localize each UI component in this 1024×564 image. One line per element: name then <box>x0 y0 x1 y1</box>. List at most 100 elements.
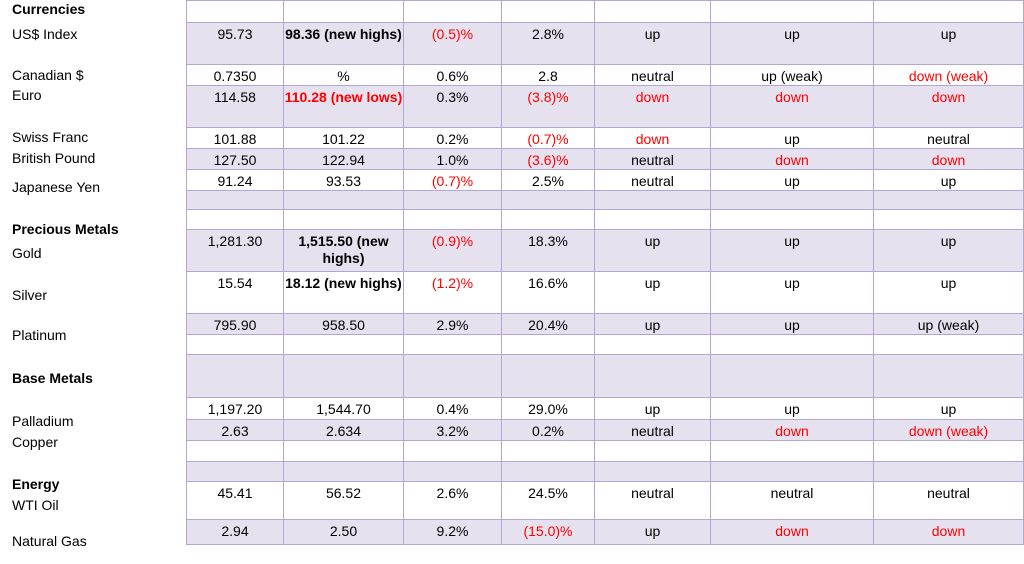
cell-value: % <box>337 68 350 84</box>
cell-value: 20.4% <box>528 317 568 333</box>
table-cell: 122.94 <box>283 148 404 170</box>
table-row: 91.24 93.53 (0.7)% 2.5% neutral up up <box>186 169 1024 191</box>
cell-value: up <box>940 233 957 249</box>
table-cell: up <box>594 397 711 420</box>
cell-value: 0.4% <box>436 401 469 417</box>
cell-value: 2.5% <box>532 173 564 189</box>
table-cell <box>710 461 874 482</box>
cell-value <box>596 356 710 359</box>
cell-value <box>285 211 403 214</box>
table-cell: down <box>873 85 1024 128</box>
table-row <box>186 0 1024 23</box>
table-cell: down (weak) <box>873 64 1024 86</box>
cell-value: 2.50 <box>329 523 358 539</box>
cell-value: up <box>644 275 661 291</box>
table-cell: up (weak) <box>710 64 874 86</box>
cell-value: 1,515.50 (new highs) <box>298 233 389 266</box>
cell-value: 2.94 <box>221 523 249 539</box>
table-cell: 93.53 <box>283 169 404 191</box>
table-cell: 114.58 <box>186 85 284 128</box>
cell-value: 0.7350 <box>213 68 257 84</box>
cell-value: neutral <box>631 152 674 168</box>
table-cell <box>186 354 284 398</box>
table-cell: 2.5% <box>501 169 595 191</box>
table-cell <box>501 461 595 482</box>
row-label: Japanese Yen <box>12 179 100 195</box>
cell-value: neutral <box>927 485 970 501</box>
cell-value <box>405 336 501 339</box>
cell-value <box>712 463 873 466</box>
cell-value <box>405 2 501 5</box>
table-cell: neutral <box>594 419 711 441</box>
table-cell <box>873 354 1024 398</box>
table-cell: neutral <box>594 64 711 86</box>
table-cell: 29.0% <box>501 397 595 420</box>
table-cell: 0.2% <box>501 419 595 441</box>
row-label: Copper <box>12 434 58 450</box>
table-cell: up <box>873 229 1024 272</box>
table-cell <box>501 440 595 462</box>
table-cell: (3.8)% <box>501 85 595 128</box>
cell-value <box>875 192 1023 195</box>
cell-value: 958.50 <box>322 317 365 333</box>
table-cell: up (weak) <box>873 313 1024 335</box>
cell-value: down <box>931 89 966 105</box>
table-cell <box>186 461 284 482</box>
row-label: Silver <box>12 287 48 303</box>
cell-value <box>596 463 710 466</box>
table-cell <box>873 334 1024 355</box>
cell-value: neutral <box>927 131 970 147</box>
table-cell <box>501 190 595 210</box>
cell-value: 101.88 <box>213 131 257 147</box>
cell-value: 91.24 <box>217 173 253 189</box>
table-cell: 127.50 <box>186 148 284 170</box>
table-cell: 2.8% <box>501 22 595 65</box>
table-cell: neutral <box>594 148 711 170</box>
cell-value: up <box>784 275 800 291</box>
table-cell <box>283 190 404 210</box>
table-cell: (0.7)% <box>501 127 595 149</box>
table-cell <box>283 209 404 230</box>
table-cell <box>710 334 874 355</box>
table-row: 2.63 2.634 3.2% 0.2% neutral down down (weak) <box>186 419 1024 441</box>
table-cell: 91.24 <box>186 169 284 191</box>
table-cell: up <box>710 169 874 191</box>
table-row: 45.41 56.52 2.6% 24.5% neutral neutral neutral <box>186 481 1024 520</box>
cell-value <box>712 211 873 214</box>
table-cell: 1,281.30 <box>186 229 284 272</box>
cell-value: down <box>635 131 670 147</box>
cell-value: up <box>784 233 800 249</box>
table-cell: 20.4% <box>501 313 595 335</box>
cell-value <box>503 192 594 195</box>
table-cell <box>710 209 874 230</box>
cell-value <box>712 192 873 195</box>
cell-value: (0.5)% <box>431 26 474 42</box>
cell-value: (0.9)% <box>431 233 474 249</box>
row-label: Swiss Franc <box>12 129 89 145</box>
table-cell: 1,544.70 <box>283 397 404 420</box>
cell-value <box>503 356 594 359</box>
cell-value: down (weak) <box>908 68 989 84</box>
table-cell: 24.5% <box>501 481 595 520</box>
cell-value <box>188 2 283 5</box>
table-cell: 795.90 <box>186 313 284 335</box>
table-cell <box>594 440 711 462</box>
table-row: 15.54 18.12 (new highs) (1.2)% 16.6% up up up <box>186 271 1024 314</box>
table-cell: 2.94 <box>186 519 284 545</box>
table-cell: 18.12 (new highs) <box>283 271 404 314</box>
table-cell: up <box>873 22 1024 65</box>
cell-value: up (weak) <box>761 68 823 84</box>
table-row: 1,281.30 1,515.50 (new highs) (0.9)% 18.3% u… <box>186 229 1024 272</box>
cell-value: up <box>784 401 800 417</box>
row-label: WTI Oil <box>12 497 59 513</box>
table-cell <box>873 0 1024 23</box>
cell-value: 29.0% <box>528 401 568 417</box>
cell-value <box>875 336 1023 339</box>
cell-value: 0.2% <box>436 131 469 147</box>
table-cell <box>501 354 595 398</box>
table-cell: (1.2)% <box>403 271 502 314</box>
table-cell <box>283 0 404 23</box>
table-row: 114.58 110.28 (new lows) 0.3% (3.8)% down dow… <box>186 85 1024 128</box>
table-cell <box>186 0 284 23</box>
table-cell: 2.6% <box>403 481 502 520</box>
